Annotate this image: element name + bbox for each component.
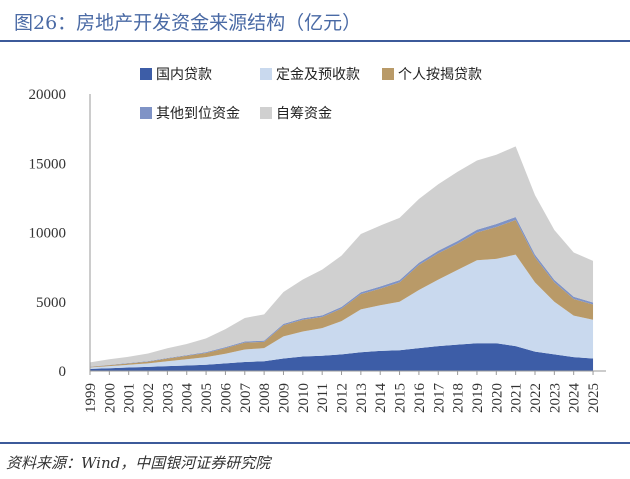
x-tick-label: 2010 xyxy=(296,383,312,413)
legend-swatch-mortgage xyxy=(382,68,394,80)
y-tick-label: 15000 xyxy=(29,156,67,172)
x-tick-label: 2008 xyxy=(257,383,273,413)
area-mortgage xyxy=(90,220,594,368)
top-rule xyxy=(0,40,630,42)
legend-swatch-domestic_loans xyxy=(140,68,152,80)
x-tick-label: 2013 xyxy=(354,383,370,413)
x-tick-label: 1999 xyxy=(83,383,99,413)
x-tick-label: 2005 xyxy=(199,383,215,413)
x-tick-label: 2015 xyxy=(393,383,409,413)
x-tick-label: 2024 xyxy=(567,383,583,414)
plot-areas xyxy=(90,146,594,371)
x-tick-label: 2021 xyxy=(509,383,525,413)
legend-label-deposits_advances: 定金及预收款 xyxy=(276,67,360,83)
area-domestic_loans xyxy=(90,343,594,371)
legend-swatch-deposits_advances xyxy=(260,68,272,80)
y-tick-label: 5000 xyxy=(36,295,66,311)
x-tick-label: 2022 xyxy=(528,383,544,413)
x-tick-label: 2004 xyxy=(180,383,196,414)
x-tick-label: 2014 xyxy=(373,383,389,414)
legend-swatch-other_funds xyxy=(140,107,152,119)
legend-label-domestic_loans: 国内贷款 xyxy=(156,67,212,83)
x-tick-label: 2020 xyxy=(489,383,505,413)
y-tick-label: 0 xyxy=(59,364,67,380)
legend-label-self_raised: 自筹资金 xyxy=(276,105,332,122)
area-self_raised xyxy=(90,146,594,367)
x-tick-label: 2025 xyxy=(586,383,602,413)
y-tick-label: 20000 xyxy=(29,87,67,103)
x-tick-label: 2000 xyxy=(102,383,118,413)
legend-label-other_funds: 其他到位资金 xyxy=(156,106,240,122)
x-tick-label: 2003 xyxy=(160,383,176,413)
x-tick-label: 2023 xyxy=(547,383,563,413)
x-tick-label: 2009 xyxy=(276,383,292,413)
area-deposits_advances xyxy=(90,254,594,369)
x-tick-label: 2001 xyxy=(122,383,138,413)
x-tick-label: 2016 xyxy=(412,383,428,414)
x-axis-ticks: 1999 2000 2001 2002 2003 2004 2005 2006 2007 2008… xyxy=(83,371,602,413)
y-axis-ticks: 0 5000 10000 15000 20000 xyxy=(29,87,67,380)
x-tick-label: 2006 xyxy=(218,383,234,414)
x-tick-label: 2018 xyxy=(451,383,467,413)
y-tick-label: 10000 xyxy=(29,226,67,242)
x-tick-label: 2002 xyxy=(141,383,157,413)
chart-title: 图26：房地产开发资金来源结构（亿元） xyxy=(14,12,362,34)
source-note: 资料来源：Wind，中国银河证券研究院 xyxy=(6,454,271,472)
x-tick-label: 2007 xyxy=(238,383,254,414)
x-tick-label: 2019 xyxy=(470,383,486,413)
x-tick-label: 2017 xyxy=(431,383,447,414)
x-tick-label: 2011 xyxy=(315,383,331,412)
x-tick-label: 2012 xyxy=(335,383,351,413)
legend-label-mortgage: 个人按揭贷款 xyxy=(398,67,482,83)
legend-swatch-self_raised xyxy=(260,107,272,119)
bottom-rule xyxy=(0,442,630,444)
